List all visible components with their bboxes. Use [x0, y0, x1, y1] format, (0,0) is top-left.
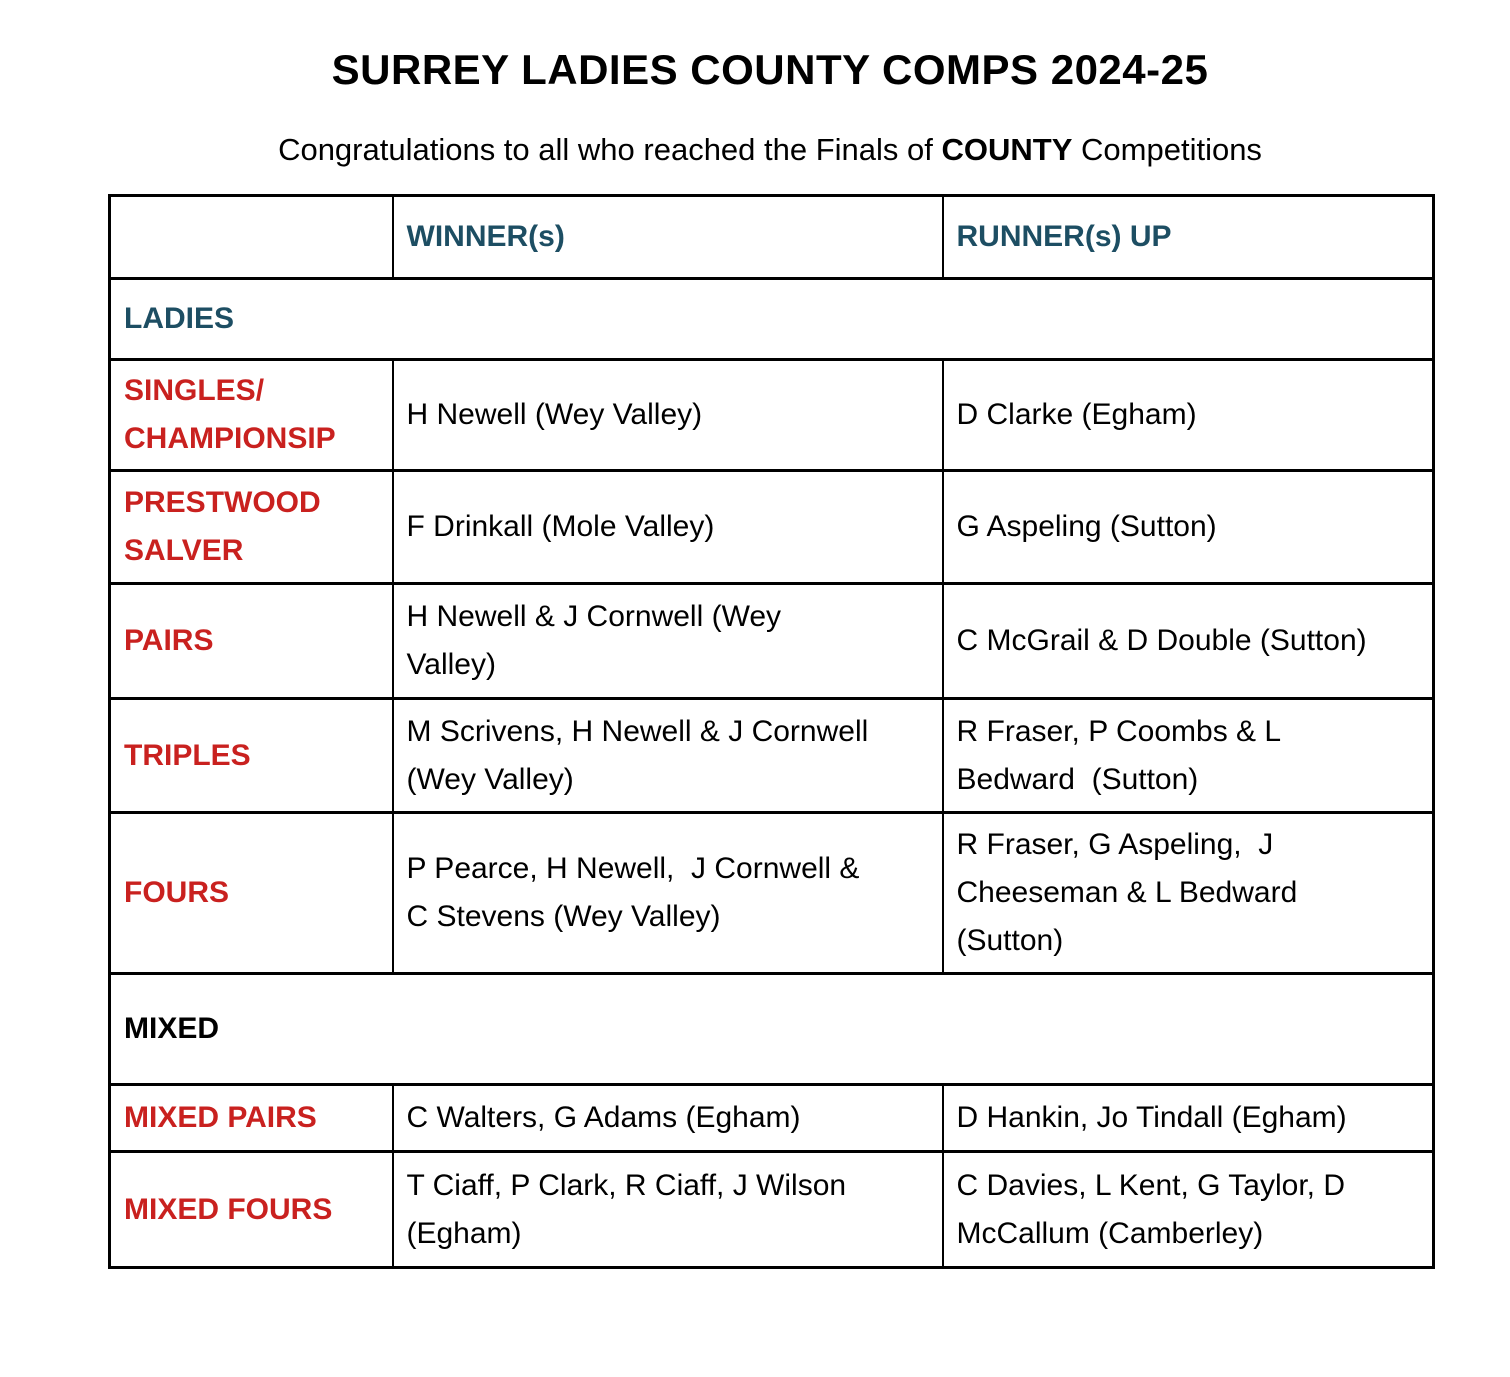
competition-label: SINGLES/ CHAMPIONSIP — [108, 358, 394, 472]
runner-up-cell: R Fraser, G Aspeling, J Cheeseman & L Be… — [941, 811, 1435, 975]
page-title: SURREY LADIES COUNTY COMPS 2024-25 — [331, 46, 1209, 93]
header-cell-winner: WINNER(s) — [391, 194, 944, 280]
section-label-ladies: LADIES — [108, 277, 1435, 361]
row-mixed-pairs: MIXED PAIRS C Walters, G Adams (Egham) D… — [108, 1083, 1435, 1153]
row-singles-championship: SINGLES/ CHAMPIONSIP H Newell (Wey Valle… — [108, 358, 1435, 472]
competition-label: PAIRS — [108, 582, 394, 700]
winner-cell: P Pearce, H Newell, J Cornwell & C Steve… — [391, 811, 944, 975]
section-row-ladies: LADIES — [108, 277, 1435, 361]
runner-up-cell: G Aspeling (Sutton) — [941, 469, 1435, 585]
subtitle-bold-word: COUNTY — [941, 132, 1073, 167]
runner-up-cell: D Hankin, Jo Tindall (Egham) — [941, 1083, 1435, 1153]
runner-up-cell: D Clarke (Egham) — [941, 358, 1435, 472]
runner-up-cell: R Fraser, P Coombs & L Bedward (Sutton) — [941, 697, 1435, 814]
winner-cell: M Scrivens, H Newell & J Cornwell (Wey V… — [391, 697, 944, 814]
winner-cell: T Ciaff, P Clark, R Ciaff, J Wilson (Egh… — [391, 1150, 944, 1269]
header-cell-runner-up: RUNNER(s) UP — [941, 194, 1435, 280]
competition-label: TRIPLES — [108, 697, 394, 814]
results-table: WINNER(s) RUNNER(s) UP LADIES SINGLES/ C… — [108, 194, 1435, 1269]
runner-up-cell: C Davies, L Kent, G Taylor, D McCallum (… — [941, 1150, 1435, 1269]
winner-cell: C Walters, G Adams (Egham) — [391, 1083, 944, 1153]
row-pairs: PAIRS H Newell & J Cornwell (Wey Valley)… — [108, 582, 1435, 700]
row-fours: FOURS P Pearce, H Newell, J Cornwell & C… — [108, 811, 1435, 975]
row-triples: TRIPLES M Scrivens, H Newell & J Cornwel… — [108, 697, 1435, 814]
subtitle-suffix: Competitions — [1072, 132, 1262, 167]
subtitle-prefix: Congratulations to all who reached the F… — [278, 132, 942, 167]
document-page: SURREY LADIES COUNTY COMPS 2024-25 Congr… — [108, 46, 1435, 1269]
header-row: WINNER(s) RUNNER(s) UP — [108, 194, 1435, 280]
section-row-mixed: MIXED — [108, 972, 1435, 1086]
row-prestwood-salver: PRESTWOOD SALVER F Drinkall (Mole Valley… — [108, 469, 1435, 585]
winner-cell: F Drinkall (Mole Valley) — [391, 469, 944, 585]
subtitle: Congratulations to all who reached the F… — [108, 132, 1432, 168]
section-label-mixed: MIXED — [108, 972, 1435, 1086]
competition-label: MIXED PAIRS — [108, 1083, 394, 1153]
winner-cell: H Newell & J Cornwell (Wey Valley) — [391, 582, 944, 700]
competition-label: PRESTWOOD SALVER — [108, 469, 394, 585]
winner-cell: H Newell (Wey Valley) — [391, 358, 944, 472]
runner-up-cell: C McGrail & D Double (Sutton) — [941, 582, 1435, 700]
competition-label: MIXED FOURS — [108, 1150, 394, 1269]
competition-label: FOURS — [108, 811, 394, 975]
row-mixed-fours: MIXED FOURS T Ciaff, P Clark, R Ciaff, J… — [108, 1150, 1435, 1269]
header-cell-competition — [108, 194, 394, 280]
